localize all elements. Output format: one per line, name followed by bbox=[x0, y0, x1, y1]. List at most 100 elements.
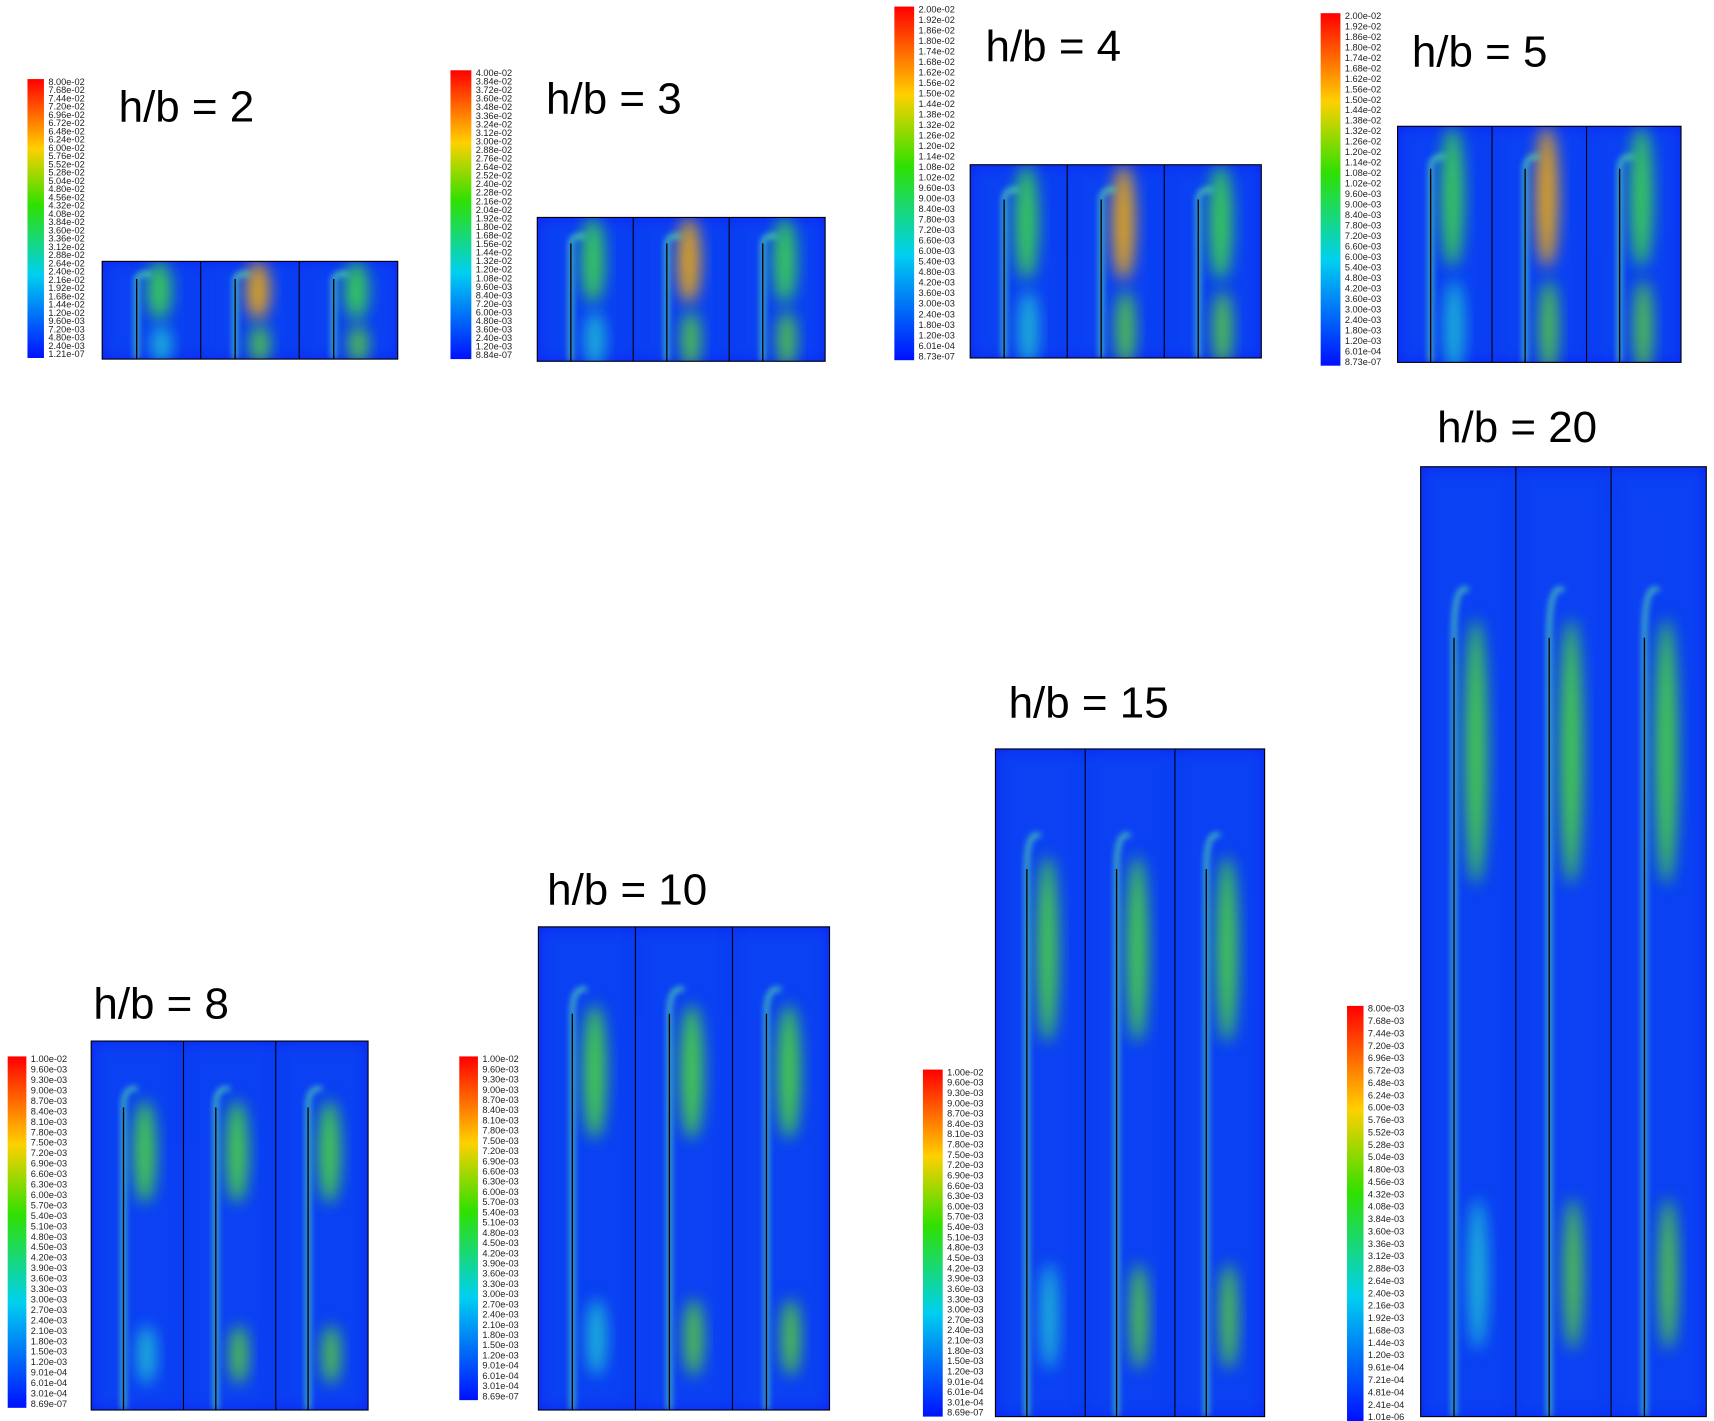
colorbar-label: 1.00e-02 bbox=[482, 1054, 518, 1064]
glow bbox=[581, 217, 605, 304]
colorbar-label: 5.04e-02 bbox=[48, 176, 84, 186]
colorbar-label: 6.00e-03 bbox=[947, 1201, 983, 1211]
baffle bbox=[1452, 587, 1470, 1417]
colorbar-label: 6.00e-03 bbox=[1345, 252, 1381, 262]
colorbar-label: 1.56e-02 bbox=[1345, 84, 1381, 94]
colorbar-label: 1.92e-02 bbox=[919, 15, 955, 25]
glow bbox=[137, 1325, 156, 1385]
colorbar-label: 2.40e-03 bbox=[1368, 1288, 1404, 1298]
colorbar-label: 1.68e-02 bbox=[476, 231, 512, 241]
colorbar-label: 1.14e-02 bbox=[1345, 158, 1381, 168]
colorbar-label: 1.92e-02 bbox=[48, 283, 84, 293]
glow bbox=[225, 1100, 249, 1204]
colorbar-label: 3.84e-02 bbox=[48, 217, 84, 227]
colorbar-label: 7.80e-03 bbox=[482, 1126, 518, 1136]
baffle bbox=[665, 234, 682, 362]
colorbar-label: 6.48e-03 bbox=[1368, 1078, 1404, 1088]
colorbar-label: 2.40e-03 bbox=[31, 1315, 67, 1325]
contour-field bbox=[1397, 126, 1682, 363]
panel: h/b = 20 8.00e-03 7.68e-03 7.44e-03 7.20e-03… bbox=[1347, 403, 1707, 1421]
baffle bbox=[1204, 833, 1221, 1417]
colorbar-label: 1.32e-02 bbox=[919, 120, 955, 130]
colorbar-label: 9.00e-03 bbox=[947, 1098, 983, 1108]
colorbar-label: 1.44e-02 bbox=[1345, 105, 1381, 115]
colorbar-label: 3.90e-03 bbox=[482, 1258, 518, 1268]
colorbar bbox=[27, 79, 44, 358]
colorbar-label: 2.70e-03 bbox=[947, 1315, 983, 1325]
contour-field bbox=[970, 164, 1262, 358]
panel-title: h/b = 4 bbox=[986, 22, 1122, 71]
colorbar-label: 9.00e-03 bbox=[31, 1085, 67, 1095]
contour-field bbox=[995, 748, 1265, 1417]
baffle bbox=[1002, 187, 1019, 358]
glow bbox=[1563, 1198, 1583, 1351]
colorbar-label: 9.61e-04 bbox=[1368, 1363, 1404, 1373]
colorbar-label: 6.60e-03 bbox=[947, 1181, 983, 1191]
colorbar-label: 1.20e-03 bbox=[1345, 336, 1381, 346]
panel: h/b = 34.00e-023.84e-023.72e-023.60e-023… bbox=[450, 68, 826, 362]
colorbar-label: 3.60e-03 bbox=[476, 325, 512, 335]
glow bbox=[318, 1100, 341, 1204]
colorbar-label: 7.80e-03 bbox=[919, 215, 955, 225]
panel: h/b = 10 1.00e-029.60e-039.30e-039.00e-03… bbox=[459, 865, 831, 1411]
field-border bbox=[537, 926, 831, 1411]
colorbar-label: 1.44e-02 bbox=[48, 300, 84, 310]
colorbar-label: 3.90e-03 bbox=[947, 1274, 983, 1284]
colorbar-label: 3.60e-03 bbox=[1345, 294, 1381, 304]
glow bbox=[151, 324, 172, 360]
colorbar-label: 4.08e-03 bbox=[1368, 1202, 1404, 1212]
colorbar-label: 1.92e-02 bbox=[1345, 21, 1381, 31]
baffle bbox=[1196, 187, 1214, 358]
colorbar-label: 4.08e-02 bbox=[48, 209, 84, 219]
colorbar-label: 5.10e-03 bbox=[31, 1221, 67, 1231]
colorbar-label: 3.60e-03 bbox=[482, 1269, 518, 1279]
colorbar-label: 4.80e-03 bbox=[31, 1232, 67, 1242]
glow bbox=[1219, 1263, 1238, 1370]
colorbar-label: 6.01e-04 bbox=[31, 1378, 67, 1388]
colorbar-label: 2.10e-03 bbox=[947, 1336, 983, 1346]
colorbar-label: 4.81e-04 bbox=[1368, 1387, 1404, 1397]
colorbar-label: 9.30e-03 bbox=[482, 1075, 518, 1085]
colorbar-label: 4.80e-03 bbox=[1368, 1165, 1404, 1175]
colorbar-label: 1.92e-03 bbox=[1368, 1313, 1404, 1323]
colorbar-label: 3.00e-03 bbox=[31, 1294, 67, 1304]
field-border bbox=[101, 260, 399, 360]
colorbar-label: 1.80e-03 bbox=[482, 1330, 518, 1340]
colorbar-label: 1.44e-02 bbox=[476, 248, 512, 258]
colorbar-label: 8.40e-03 bbox=[482, 1105, 518, 1115]
baffle bbox=[1114, 833, 1131, 1417]
colorbar-label: 3.60e-03 bbox=[919, 288, 955, 298]
colorbar-label: 1.14e-02 bbox=[919, 152, 955, 162]
colorbar-label: 6.00e-03 bbox=[1368, 1103, 1404, 1113]
field-border bbox=[90, 1040, 369, 1411]
colorbar-label: 9.60e-03 bbox=[31, 1065, 67, 1075]
colorbar-label: 4.20e-03 bbox=[919, 278, 955, 288]
colorbar-label: 2.64e-03 bbox=[1368, 1276, 1404, 1286]
colorbar-label: 2.52e-02 bbox=[476, 171, 512, 181]
colorbar-label: 7.20e-03 bbox=[476, 299, 512, 309]
panel: h/b = 15 1.00e-029.60e-039.30e-039.00e-03… bbox=[922, 679, 1266, 1418]
colorbar-label: 7.50e-03 bbox=[947, 1150, 983, 1160]
colorbar-label: 3.90e-03 bbox=[31, 1263, 67, 1273]
baffle bbox=[332, 272, 349, 360]
colorbar-label: 8.40e-03 bbox=[947, 1119, 983, 1129]
colorbar-label: 1.80e-03 bbox=[31, 1336, 67, 1346]
colorbar-label: 4.50e-03 bbox=[31, 1242, 67, 1252]
colorbar-label: 5.70e-03 bbox=[947, 1212, 983, 1222]
colorbar-label: 2.16e-02 bbox=[48, 275, 84, 285]
colorbar-label: 1.08e-02 bbox=[1345, 168, 1381, 178]
glow bbox=[586, 1298, 607, 1377]
glow bbox=[1559, 618, 1583, 885]
colorbar-label: 2.64e-02 bbox=[476, 162, 512, 172]
colorbar-label: 9.00e-03 bbox=[482, 1085, 518, 1095]
panel-title: h/b = 8 bbox=[93, 980, 229, 1029]
colorbar-label: 3.00e-03 bbox=[947, 1305, 983, 1315]
baffle bbox=[667, 987, 685, 1411]
glow bbox=[683, 1298, 704, 1377]
glow bbox=[344, 261, 369, 320]
colorbar-label: 2.16e-02 bbox=[476, 196, 512, 206]
colorbar bbox=[922, 1069, 943, 1417]
glow bbox=[1633, 279, 1653, 363]
glow bbox=[680, 1004, 704, 1140]
